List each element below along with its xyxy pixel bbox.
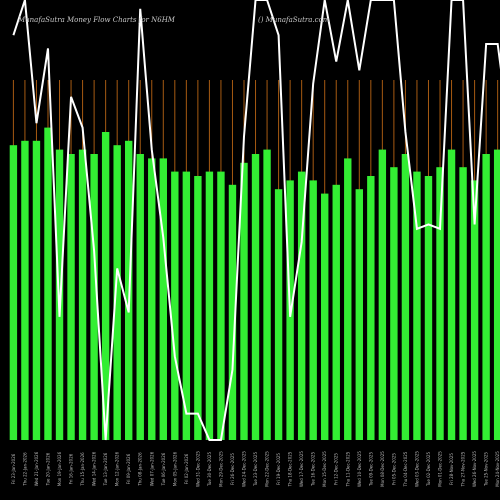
x-tick-label: Wed 31-Dec-2025 [195, 451, 200, 487]
x-tick-label: Fri 19-Dec-2025 [276, 453, 281, 485]
bar [413, 171, 421, 440]
x-tick-label: Fri 12-Dec-2025 [334, 453, 339, 485]
x-tick-label: Fri 02-Jan-2026 [184, 453, 189, 484]
bar [136, 154, 144, 440]
x-tick-label: Wed 21-Jan-2026 [34, 451, 39, 486]
x-tick-label: Fri 23-Jan-2026 [11, 453, 16, 484]
bar [321, 193, 329, 440]
x-tick-label: Thu 27-Nov-2025 [461, 451, 466, 487]
bar [194, 176, 202, 440]
bar [171, 171, 179, 440]
x-tick-label: Tue 16-Dec-2025 [311, 452, 316, 487]
bar [113, 145, 121, 440]
bar [424, 176, 433, 440]
bar [159, 158, 167, 440]
bar [447, 149, 456, 440]
bar [332, 184, 340, 440]
x-tick-label: Wed 14-Jan-2026 [92, 451, 97, 486]
x-tick-label: Fri 26-Dec-2025 [230, 453, 235, 485]
x-tick-label: Mon 08-Dec-2025 [380, 451, 385, 487]
bar [309, 180, 317, 440]
bar [459, 167, 467, 440]
bar [205, 171, 214, 440]
x-tick-label: Tue 09-Dec-2025 [368, 452, 373, 487]
x-tick-label: Thu 22-Jan-2026 [22, 452, 27, 487]
bar [482, 154, 490, 440]
bar [378, 149, 387, 440]
bar [9, 145, 18, 440]
x-tick-label: Tue 30-Dec-2025 [207, 452, 212, 487]
x-tick-label: Mon 24-Nov-2025 [495, 451, 500, 487]
bar [367, 176, 375, 440]
bar [182, 171, 191, 440]
bar [228, 184, 237, 440]
x-tick-label: Mon 15-Dec-2025 [322, 451, 327, 487]
bar [401, 154, 410, 440]
x-tick-label: Tue 06-Jan-2026 [161, 452, 166, 486]
chart-title: MunafaSutra Money Flow Charts for N6HM [17, 16, 176, 24]
x-tick-labels: Fri 23-Jan-2026 Thu 22-Jan-2026 Wed 21-Jan… [11, 451, 500, 488]
x-tick-label: Mon 12-Jan-2026 [115, 451, 120, 486]
x-tick-label: Mon 19-Jan-2026 [57, 451, 62, 486]
bar [148, 158, 156, 440]
bar [297, 171, 306, 440]
bar [355, 189, 363, 440]
bar [240, 162, 248, 441]
x-tick-label: Wed 24-Dec-2025 [242, 451, 247, 487]
x-tick-label: Wed 26-Nov-2025 [472, 451, 477, 487]
x-tick-label: Thu 04-Dec-2025 [403, 451, 408, 487]
x-tick-label: Fri 09-Jan-2026 [126, 453, 131, 484]
x-tick-label: Thu 15-Jan-2026 [80, 452, 85, 487]
x-tick-label: Fri 16-Jan-2026 [69, 453, 74, 484]
x-tick-label: Mon 29-Dec-2025 [218, 451, 223, 487]
bar [32, 140, 41, 441]
x-tick-label: Mon 01-Dec-2025 [438, 451, 443, 487]
bar [21, 140, 29, 441]
bar [67, 154, 75, 440]
x-tick-label: Tue 23-Dec-2025 [253, 452, 258, 487]
bar [390, 167, 398, 440]
line-series [12, 0, 500, 441]
bar [217, 171, 225, 440]
x-tick-label: Wed 17-Dec-2025 [299, 451, 304, 487]
x-tick-label: Tue 02-Dec-2025 [426, 452, 431, 487]
x-tick-label: Tue 20-Jan-2026 [45, 452, 50, 486]
x-tick-label: Thu 11-Dec-2025 [345, 451, 350, 487]
bar [44, 127, 52, 440]
bar [251, 154, 260, 440]
x-tick-label: Thu 08-Jan-2026 [138, 452, 143, 487]
x-tick-label: Fri 05-Dec-2025 [391, 453, 396, 485]
x-tick-label: Wed 03-Dec-2025 [414, 451, 419, 487]
x-tick-label: Tue 25-Nov-2025 [484, 452, 489, 487]
x-tick-label: Mon 22-Dec-2025 [265, 451, 270, 487]
x-tick-label: Wed 10-Dec-2025 [357, 451, 362, 487]
x-tick-label: Tue 13-Jan-2026 [103, 452, 108, 486]
x-tick-label: Wed 07-Jan-2026 [149, 451, 154, 486]
bar [90, 154, 98, 440]
bar [436, 167, 444, 440]
bar [101, 132, 110, 440]
bar [470, 180, 479, 440]
x-tick-label: Thu 18-Dec-2025 [288, 451, 293, 487]
x-tick-label: Mon 05-Jan-2026 [172, 451, 177, 486]
bar [344, 158, 352, 440]
x-tick-label: Fri 28-Nov-2025 [449, 453, 454, 485]
watermark: () MunafaSutra.com [258, 16, 330, 24]
bar [263, 149, 271, 440]
bar [78, 149, 87, 440]
bar [493, 149, 500, 440]
bar [274, 189, 283, 440]
